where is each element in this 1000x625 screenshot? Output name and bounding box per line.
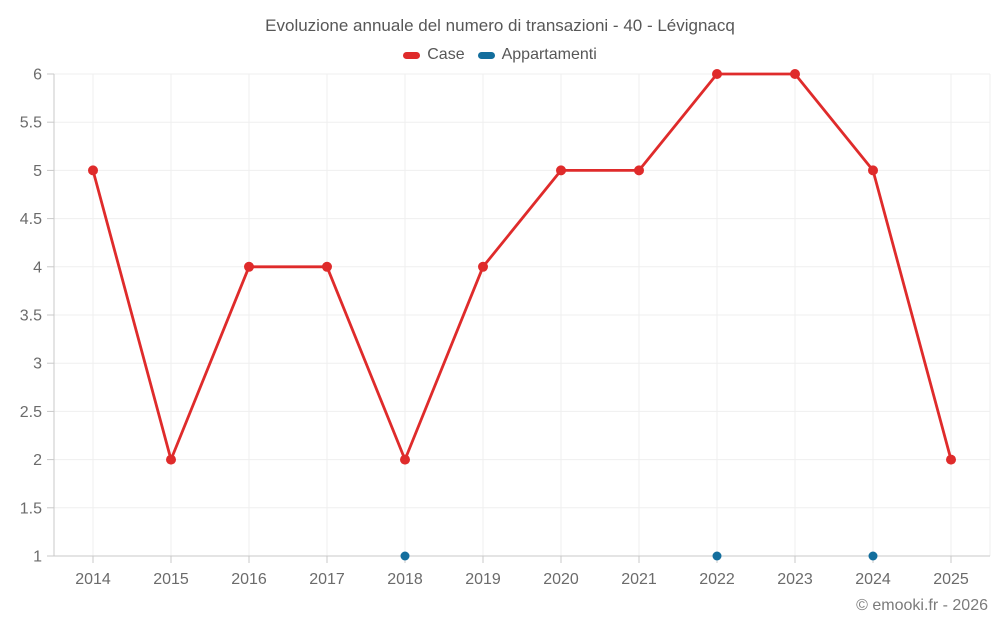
case-point-2022 bbox=[712, 69, 722, 79]
legend-item-case[interactable]: Case bbox=[403, 45, 465, 65]
y-tick-label: 2 bbox=[33, 452, 42, 469]
x-tick-label: 2023 bbox=[777, 571, 813, 588]
case-line bbox=[91, 72, 953, 461]
y-tick-label: 5 bbox=[33, 163, 42, 180]
x-tick-label: 2017 bbox=[309, 571, 345, 588]
y-tick-label: 2.5 bbox=[20, 404, 42, 421]
legend-label-case: Case bbox=[427, 46, 465, 63]
y-tick-label: 1.5 bbox=[20, 500, 42, 517]
appartamenti-point-2018 bbox=[400, 551, 410, 561]
copyright-credit: © emooki.fr - 2026 bbox=[856, 597, 988, 614]
case-series-swatch-icon bbox=[403, 51, 421, 59]
case-point-2021 bbox=[634, 165, 644, 176]
case-point-2015 bbox=[166, 454, 176, 465]
y-tick-label: 3 bbox=[33, 356, 42, 373]
case-point-2017 bbox=[322, 261, 332, 272]
x-tick-label: 2025 bbox=[933, 571, 969, 588]
x-tick-label: 2022 bbox=[699, 571, 735, 588]
x-tick-label: 2015 bbox=[153, 571, 189, 588]
chart-title: Evoluzione annuale del numero di transaz… bbox=[265, 16, 735, 35]
appartamenti-point-2022 bbox=[712, 551, 722, 561]
y-tick-label: 5.5 bbox=[20, 115, 42, 132]
x-tick-label: 2021 bbox=[621, 571, 657, 588]
x-tick-label: 2024 bbox=[855, 571, 891, 588]
legend: Case Appartamenti bbox=[0, 45, 1000, 65]
legend-item-appartamenti[interactable]: Appartamenti bbox=[477, 45, 597, 65]
case-point-2023 bbox=[790, 69, 800, 79]
case-point-2024 bbox=[868, 165, 878, 176]
case-point-2014 bbox=[88, 165, 98, 176]
y-tick-label: 6 bbox=[33, 67, 42, 84]
case-point-2016 bbox=[244, 261, 254, 272]
x-tick-label: 2019 bbox=[465, 571, 501, 588]
appartamenti-series-swatch-icon bbox=[477, 51, 495, 59]
appartamenti-point-2024 bbox=[868, 551, 878, 561]
case-point-2020 bbox=[556, 165, 566, 176]
x-tick-label: 2020 bbox=[543, 571, 579, 588]
y-tick-label: 4.5 bbox=[20, 211, 42, 228]
case-point-2018 bbox=[400, 454, 410, 465]
y-tick-label: 1 bbox=[33, 549, 42, 566]
legend-label-appartamenti: Appartamenti bbox=[501, 46, 597, 63]
x-tick-label: 2014 bbox=[75, 571, 111, 588]
y-tick-label: 3.5 bbox=[20, 308, 42, 325]
case-point-2019 bbox=[478, 261, 488, 272]
x-tick-label: 2018 bbox=[387, 571, 423, 588]
y-tick-label: 4 bbox=[33, 259, 42, 276]
x-tick-label: 2016 bbox=[231, 571, 267, 588]
case-point-2025 bbox=[946, 454, 956, 465]
